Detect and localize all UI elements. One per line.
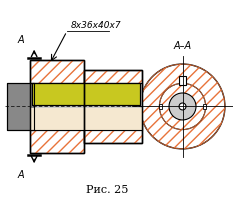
Bar (84, 70, 142, 143)
Circle shape (159, 83, 206, 130)
Bar (203, 104, 206, 109)
Bar (7, 83, 34, 130)
Text: A–A: A–A (173, 41, 192, 51)
Circle shape (140, 64, 225, 149)
Circle shape (179, 103, 186, 110)
Bar (84, 70, 142, 143)
Text: 8x36x40x7: 8x36x40x7 (71, 21, 121, 30)
Bar (30, 60, 84, 153)
Bar (7, 83, 34, 130)
Bar (30, 108, 142, 130)
Bar (30, 83, 142, 130)
Bar (84, 70, 142, 143)
Text: A: A (17, 170, 24, 180)
Text: A: A (17, 35, 24, 45)
Text: Рис. 25: Рис. 25 (86, 185, 128, 195)
Bar (159, 104, 162, 109)
Bar (30, 60, 84, 153)
Circle shape (169, 93, 196, 120)
Bar (179, 76, 186, 85)
Bar (30, 60, 84, 153)
Bar (32, 83, 140, 104)
Bar (30, 83, 142, 130)
Bar (32, 83, 140, 104)
